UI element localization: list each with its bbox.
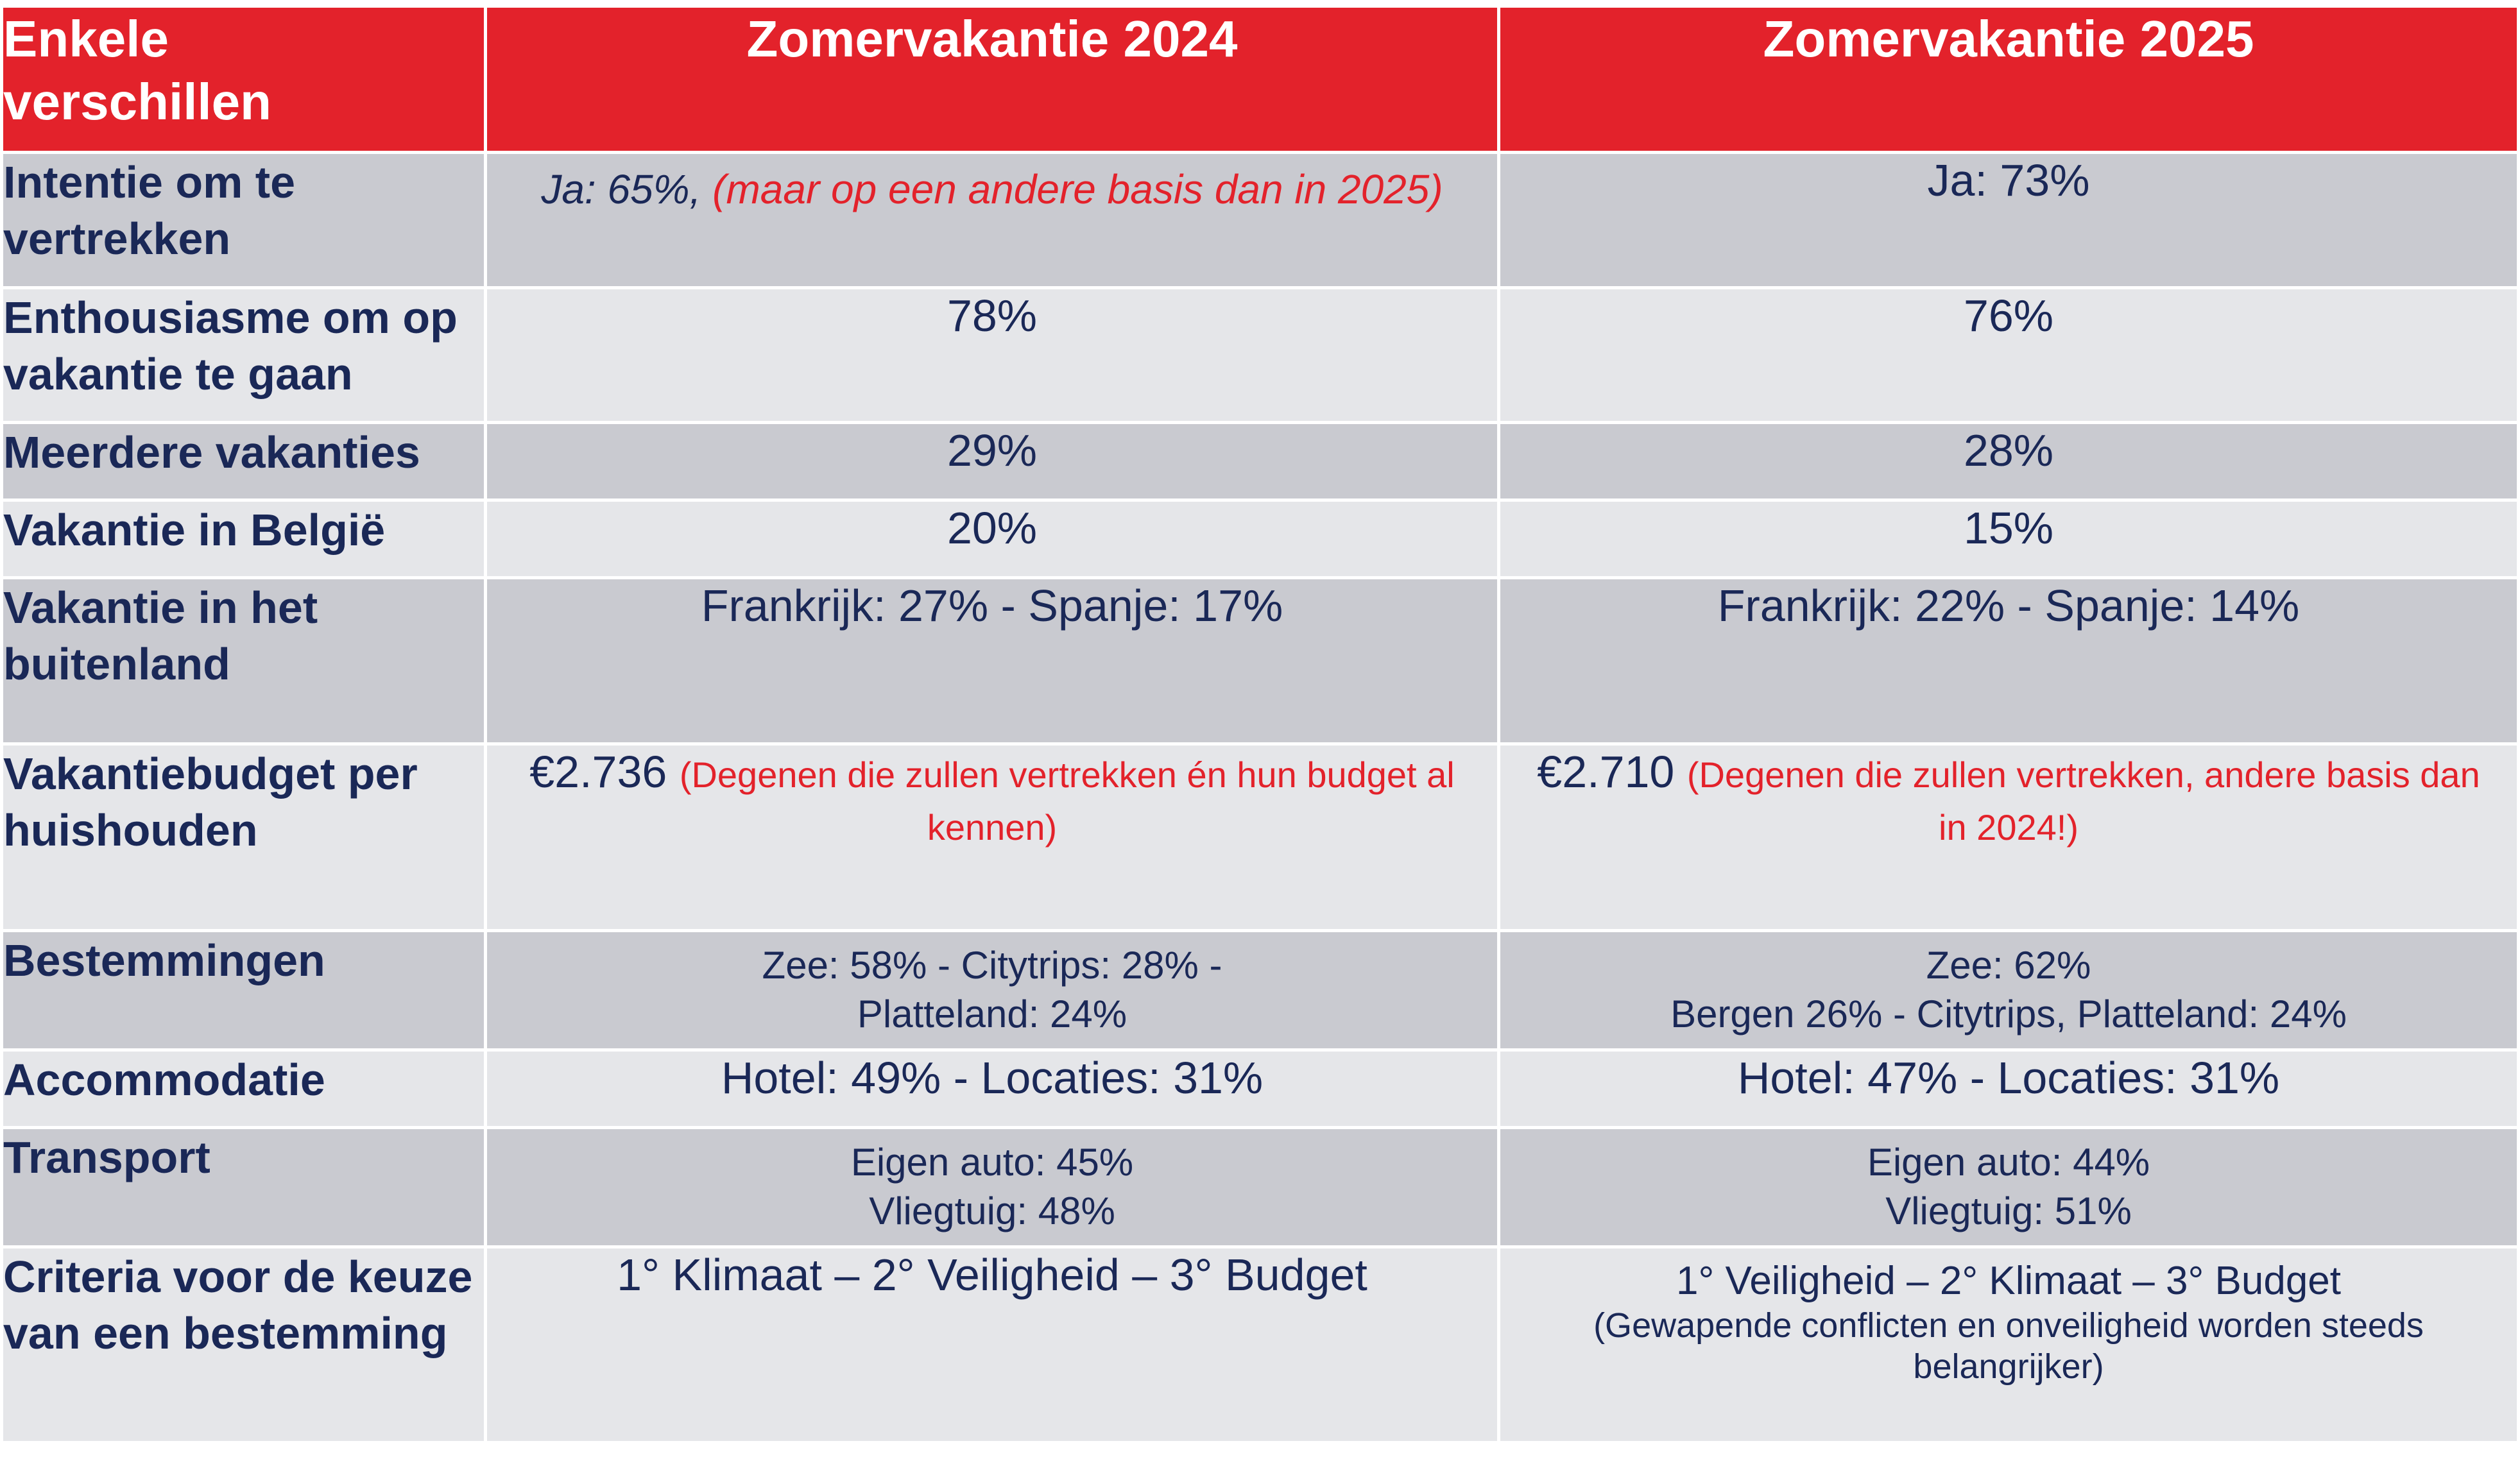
value-2024: Frankrijk: 27% - Spanje: 17% — [484, 576, 1500, 746]
table-row: Intentie om te vertrekken Ja: 65%, (maar… — [0, 151, 2520, 289]
value-line: Bergen 26% - Citytrips, Platteland: 24% — [1670, 993, 2347, 1035]
table-row: Vakantiebudget per huishouden €2.736 (De… — [0, 742, 2520, 932]
value-2025: Zee: 62% Bergen 26% - Citytrips, Plattel… — [1497, 929, 2520, 1052]
value-2024: 1° Klimaat – 2° Veiligheid – 3° Budget — [484, 1245, 1500, 1444]
value-main: 1° Veiligheid – 2° Klimaat – 3° Budget — [1676, 1259, 2342, 1303]
row-label: Enthousiasme om op vakantie te gaan — [0, 286, 487, 424]
table-row: Meerdere vakanties 29% 28% — [0, 421, 2520, 502]
value-note: (Degenen die zullen vertrekken én hun bu… — [679, 754, 1455, 848]
table-row: Vakantie in België 20% 15% — [0, 498, 2520, 579]
table-row: Bestemmingen Zee: 58% - Citytrips: 28% -… — [0, 929, 2520, 1052]
row-label: Vakantiebudget per huishouden — [0, 742, 487, 932]
header-2025: Zomervakantie 2025 — [1497, 4, 2520, 154]
value-line: Vliegtuig: 51% — [1885, 1189, 2132, 1232]
value-2024: Hotel: 49% - Locaties: 31% — [484, 1048, 1500, 1129]
value-2024: Zee: 58% - Citytrips: 28% - Platteland: … — [484, 929, 1500, 1052]
table-row: Criteria voor de keuze van een bestemmin… — [0, 1245, 2520, 1444]
value-2025: Ja: 73% — [1497, 151, 2520, 289]
header-label: Enkele verschillen — [0, 4, 487, 154]
table-row: Accommodatie Hotel: 49% - Locaties: 31% … — [0, 1048, 2520, 1129]
value-2025: Hotel: 47% - Locaties: 31% — [1497, 1048, 2520, 1129]
value-note: (maar op een andere basis dan in 2025) — [712, 166, 1443, 212]
row-label: Criteria voor de keuze van een bestemmin… — [0, 1245, 487, 1444]
value-line: Zee: 62% — [1926, 944, 2091, 987]
value-2024: Ja: 65%, (maar op een andere basis dan i… — [484, 151, 1500, 289]
value-line: Vliegtuig: 48% — [869, 1189, 1115, 1232]
value-2024: 78% — [484, 286, 1500, 424]
row-label: Accommodatie — [0, 1048, 487, 1129]
table-row: Transport Eigen auto: 45% Vliegtuig: 48%… — [0, 1126, 2520, 1248]
value-main: €2.710 — [1537, 747, 1687, 797]
row-label: Transport — [0, 1126, 487, 1248]
row-label: Intentie om te vertrekken — [0, 151, 487, 289]
value-2025: 76% — [1497, 286, 2520, 424]
value-line: Eigen auto: 44% — [1867, 1141, 2150, 1184]
value-main: €2.736 — [529, 747, 680, 797]
value-2025: Frankrijk: 22% - Spanje: 14% — [1497, 576, 2520, 746]
value-2025: Eigen auto: 44% Vliegtuig: 51% — [1497, 1126, 2520, 1248]
value-2025: 15% — [1497, 498, 2520, 579]
value-main: Ja: 65%, — [541, 166, 713, 212]
value-2024: 29% — [484, 421, 1500, 502]
value-note: (Degenen die zullen vertrekken, andere b… — [1686, 754, 2480, 848]
comparison-table: Enkele verschillen Zomervakantie 2024 Zo… — [0, 4, 2520, 1444]
row-label: Bestemmingen — [0, 929, 487, 1052]
value-2025: 28% — [1497, 421, 2520, 502]
value-2024: €2.736 (Degenen die zullen vertrekken én… — [484, 742, 1500, 932]
value-line: Zee: 58% - Citytrips: 28% - — [762, 944, 1222, 987]
header-row: Enkele verschillen Zomervakantie 2024 Zo… — [0, 4, 2520, 154]
value-2025: 1° Veiligheid – 2° Klimaat – 3° Budget (… — [1497, 1245, 2520, 1444]
value-2024: Eigen auto: 45% Vliegtuig: 48% — [484, 1126, 1500, 1248]
row-label: Vakantie in het buitenland — [0, 576, 487, 746]
table-row: Vakantie in het buitenland Frankrijk: 27… — [0, 576, 2520, 746]
table-row: Enthousiasme om op vakantie te gaan 78% … — [0, 286, 2520, 424]
header-2024: Zomervakantie 2024 — [484, 4, 1500, 154]
value-note: (Gewapende conflicten en onveiligheid wo… — [1593, 1306, 2424, 1386]
row-label: Meerdere vakanties — [0, 421, 487, 502]
value-line: Eigen auto: 45% — [850, 1141, 1134, 1184]
value-2024: 20% — [484, 498, 1500, 579]
value-line: Platteland: 24% — [857, 993, 1127, 1035]
value-2025: €2.710 (Degenen die zullen vertrekken, a… — [1497, 742, 2520, 932]
row-label: Vakantie in België — [0, 498, 487, 579]
